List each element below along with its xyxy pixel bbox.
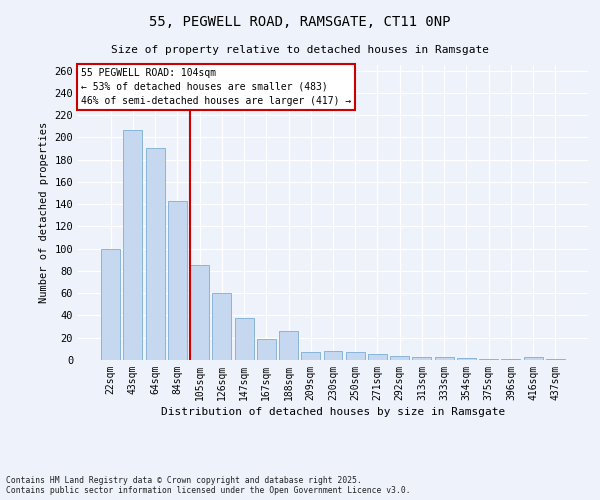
- Bar: [412, 356, 431, 360]
- X-axis label: Distribution of detached houses by size in Ramsgate: Distribution of detached houses by size …: [161, 407, 505, 417]
- Bar: [124, 130, 142, 360]
- Bar: [190, 266, 209, 360]
- Bar: [212, 293, 231, 360]
- Text: 55 PEGWELL ROAD: 104sqm
← 53% of detached houses are smaller (483)
46% of semi-d: 55 PEGWELL ROAD: 104sqm ← 53% of detache…: [80, 68, 351, 106]
- Bar: [235, 318, 254, 360]
- Bar: [101, 248, 120, 360]
- Bar: [257, 339, 276, 360]
- Text: Contains HM Land Registry data © Crown copyright and database right 2025.
Contai: Contains HM Land Registry data © Crown c…: [6, 476, 410, 495]
- Bar: [479, 359, 498, 360]
- Bar: [346, 352, 365, 360]
- Bar: [546, 359, 565, 360]
- Bar: [457, 358, 476, 360]
- Bar: [146, 148, 164, 360]
- Bar: [524, 356, 542, 360]
- Bar: [301, 352, 320, 360]
- Y-axis label: Number of detached properties: Number of detached properties: [39, 122, 49, 303]
- Bar: [390, 356, 409, 360]
- Bar: [435, 356, 454, 360]
- Bar: [168, 201, 187, 360]
- Text: Size of property relative to detached houses in Ramsgate: Size of property relative to detached ho…: [111, 45, 489, 55]
- Bar: [323, 351, 343, 360]
- Bar: [502, 359, 520, 360]
- Bar: [368, 354, 387, 360]
- Bar: [279, 331, 298, 360]
- Text: 55, PEGWELL ROAD, RAMSGATE, CT11 0NP: 55, PEGWELL ROAD, RAMSGATE, CT11 0NP: [149, 15, 451, 29]
